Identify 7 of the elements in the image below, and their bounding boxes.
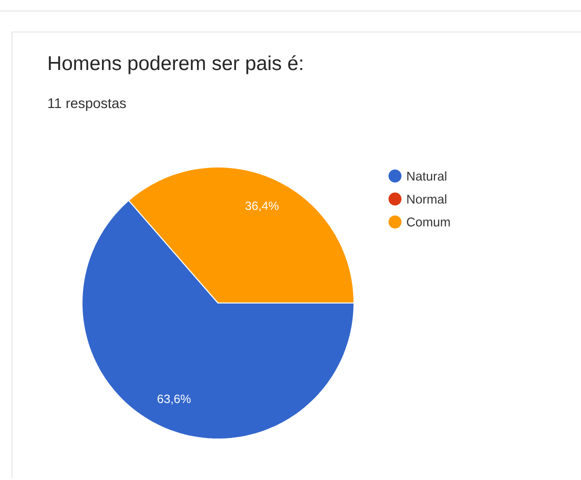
chart-title: Homens poderem ser pais é: bbox=[48, 55, 302, 74]
data-label: 63,6% bbox=[158, 394, 191, 404]
legend-label: Normal bbox=[407, 194, 446, 204]
legend-label: Natural bbox=[407, 171, 446, 181]
data-label: 36,4% bbox=[245, 202, 279, 212]
chart-subtitle: 11 respostas bbox=[48, 98, 126, 111]
legend-label: Comum bbox=[406, 218, 450, 226]
